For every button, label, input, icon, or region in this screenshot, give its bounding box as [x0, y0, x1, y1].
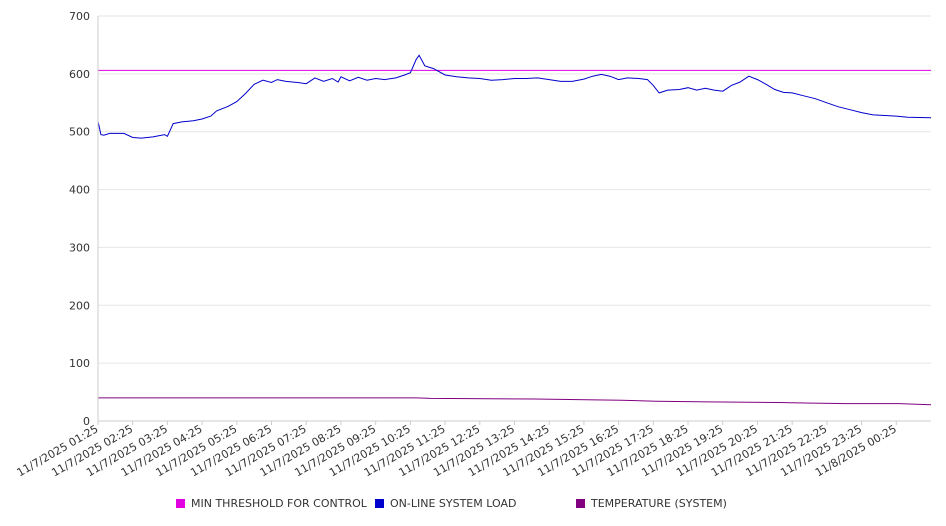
legend: MIN THRESHOLD FOR CONTROL ON-LINE SYSTEM … [0, 497, 946, 515]
y-tick-label: 0 [83, 415, 90, 428]
y-tick-label: 100 [69, 357, 90, 370]
legend-label: ON-LINE SYSTEM LOAD [390, 497, 517, 510]
series-line-1 [97, 54, 932, 139]
y-tick-label: 400 [69, 184, 90, 197]
legend-swatch [176, 499, 185, 508]
y-tick-label: 300 [69, 241, 90, 254]
legend-label: TEMPERATURE (SYSTEM) [591, 497, 727, 510]
gridlines [98, 15, 931, 364]
legend-item[interactable]: ON-LINE SYSTEM LOAD [375, 497, 516, 510]
legend-label: MIN THRESHOLD FOR CONTROL [191, 497, 367, 510]
legend-swatch [576, 499, 585, 508]
legend-item[interactable]: TEMPERATURE (SYSTEM) [576, 497, 727, 510]
legend-item[interactable]: MIN THRESHOLD FOR CONTROL [176, 497, 367, 510]
y-tick-label: 200 [69, 299, 90, 312]
y-tick-labels: 0 100 200 300 400 500 600 700 [69, 10, 90, 428]
axes [97, 16, 931, 425]
y-tick-label: 700 [69, 10, 90, 23]
legend-swatch [375, 499, 384, 508]
series-layer [97, 54, 932, 406]
series-line-2 [98, 397, 932, 406]
y-tick-label: 600 [69, 68, 90, 81]
y-tick-label: 500 [69, 126, 90, 139]
